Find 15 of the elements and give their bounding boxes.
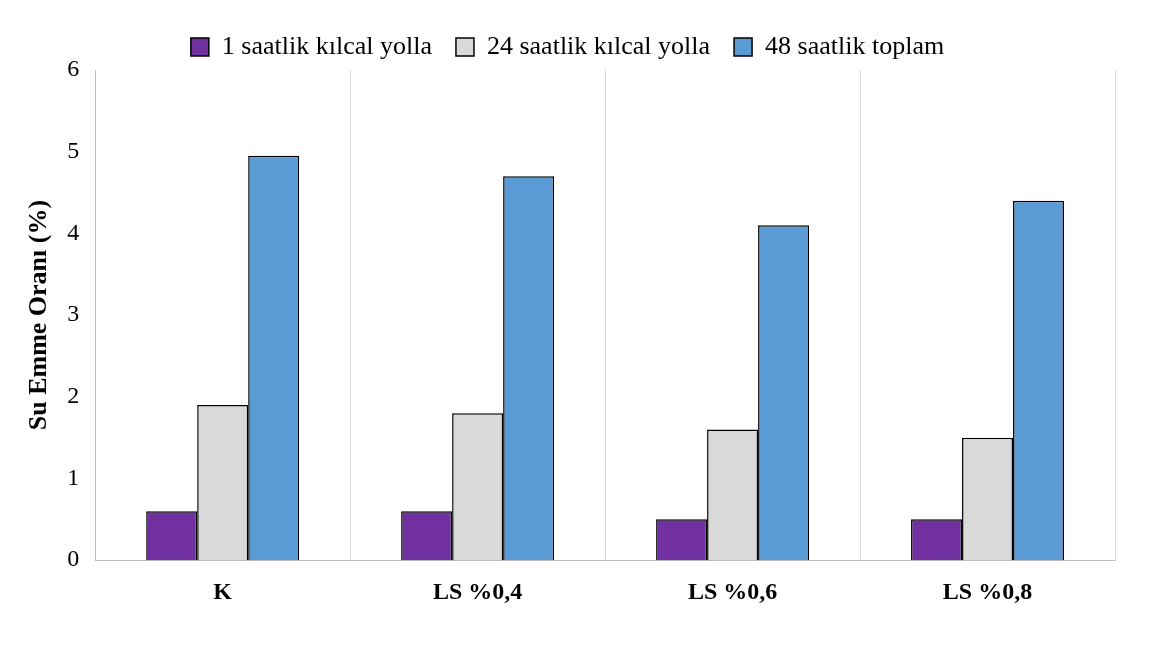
y-tick-label: 0 (67, 545, 80, 572)
y-axis-title: Su Emme Oranı (%) (23, 199, 53, 431)
y-tick-label: 1 (67, 463, 80, 490)
y-tick-label: 5 (67, 137, 80, 163)
x-tick-label: LS %0,6 (687, 577, 778, 604)
legend-label: 48 saatlik toplam (765, 30, 945, 60)
y-tick-label: 3 (67, 300, 80, 327)
y-tick-label: 6 (67, 55, 80, 82)
y-tick-label: 2 (67, 382, 80, 409)
x-tick-label: LS %0,8 (942, 577, 1033, 604)
legend-label: 1 saatlik kılcal yolla (221, 30, 433, 60)
legend-label: 24 saatlik kılcal yolla (486, 30, 711, 60)
x-tick-label: LS %0,4 (432, 577, 523, 604)
x-tick-label: K (213, 577, 233, 604)
y-tick-label: 4 (67, 218, 80, 245)
